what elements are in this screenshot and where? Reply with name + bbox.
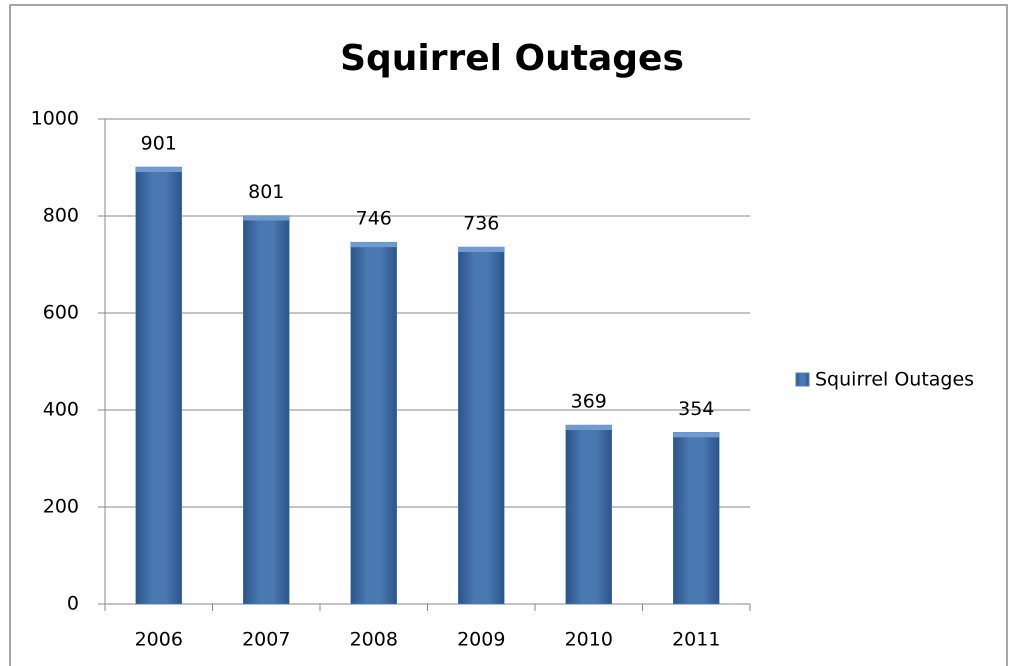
bar bbox=[565, 424, 612, 605]
chart-title: Squirrel Outages bbox=[340, 38, 684, 79]
data-label: 354 bbox=[678, 398, 714, 420]
data-label: 801 bbox=[248, 181, 284, 203]
x-tick-label: 2011 bbox=[672, 629, 720, 651]
y-tick-label: 400 bbox=[43, 399, 79, 421]
x-tick-label: 2007 bbox=[242, 629, 290, 651]
bar bbox=[673, 432, 720, 605]
y-tick-label: 0 bbox=[67, 593, 79, 615]
bar-cap bbox=[565, 425, 612, 431]
bar-cap bbox=[458, 247, 505, 253]
data-label: 369 bbox=[571, 391, 607, 413]
data-label: 736 bbox=[463, 213, 499, 235]
x-tick-label: 2006 bbox=[135, 629, 183, 651]
bar bbox=[135, 166, 182, 605]
y-tick-label: 600 bbox=[43, 302, 79, 324]
y-tick-label: 200 bbox=[43, 496, 79, 518]
x-tick-label: 2009 bbox=[457, 629, 505, 651]
bar bbox=[458, 246, 505, 605]
x-tick-label: 2008 bbox=[350, 629, 398, 651]
bar-cap bbox=[135, 167, 182, 173]
bar-cap bbox=[243, 215, 290, 221]
y-tick-label: 800 bbox=[43, 205, 79, 227]
bar bbox=[243, 215, 290, 605]
legend-swatch bbox=[795, 372, 810, 387]
y-tick-label: 1000 bbox=[31, 108, 79, 130]
data-label: 901 bbox=[141, 133, 177, 155]
legend-label: Squirrel Outages bbox=[815, 369, 974, 391]
x-tick-label: 2010 bbox=[565, 629, 613, 651]
data-label: 746 bbox=[356, 208, 392, 230]
bar-cap bbox=[350, 242, 397, 248]
bar bbox=[350, 241, 397, 605]
bar-cap bbox=[673, 432, 720, 438]
